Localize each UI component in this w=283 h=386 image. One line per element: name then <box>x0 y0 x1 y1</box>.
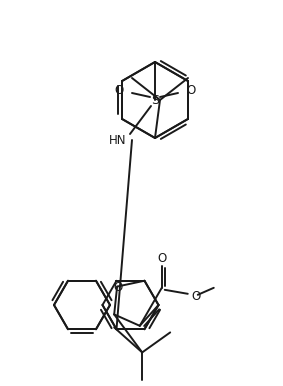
Text: O: O <box>191 290 200 303</box>
Text: O: O <box>186 83 196 96</box>
Text: O: O <box>157 252 166 265</box>
Text: S: S <box>151 93 159 107</box>
Text: O: O <box>114 83 124 96</box>
Text: HN: HN <box>109 134 127 147</box>
Text: O: O <box>113 281 123 294</box>
